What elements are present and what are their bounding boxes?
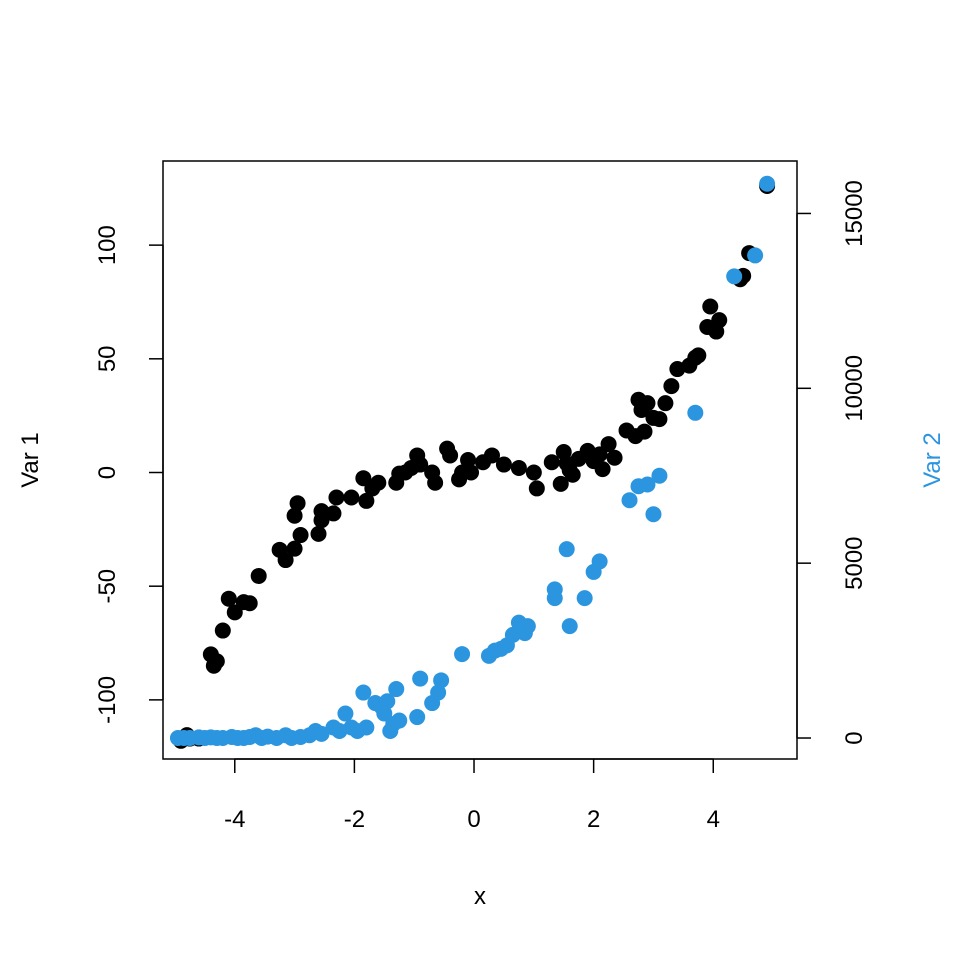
- var2-point: [645, 506, 662, 523]
- var1-point: [600, 436, 617, 453]
- var1-point: [651, 411, 668, 428]
- x-tick-label: -2: [344, 806, 365, 833]
- x-tick-label: 2: [587, 806, 600, 833]
- var1-point: [427, 474, 444, 491]
- var1-point: [639, 395, 656, 412]
- var1-point: [214, 622, 231, 639]
- var2-point: [546, 581, 563, 598]
- var2-point: [391, 712, 408, 729]
- var2-point: [519, 618, 536, 635]
- right-y-tick-label: 5000: [841, 536, 868, 589]
- left-y-tick-label: 100: [94, 225, 121, 265]
- var2-point: [388, 681, 405, 698]
- var1-point: [286, 507, 303, 524]
- x-axis: -4 -2 0 2 4: [224, 758, 720, 833]
- var2-point: [687, 404, 704, 421]
- var1-point: [241, 595, 258, 612]
- left-y-axis: -100 -50 0 50 100: [94, 225, 164, 724]
- var2-point: [379, 693, 396, 710]
- var2-point: [337, 705, 354, 722]
- var1-point: [358, 492, 375, 509]
- var2-point: [621, 492, 638, 509]
- var2-point: [651, 467, 668, 484]
- var2-point: [454, 646, 471, 663]
- var2-point: [376, 705, 393, 722]
- left-y-axis-label: Var 1: [17, 432, 44, 488]
- var1-point: [220, 590, 237, 607]
- var1-point: [313, 503, 330, 520]
- var1-point: [690, 347, 707, 364]
- var1-point: [483, 447, 500, 464]
- var1-point: [528, 480, 545, 497]
- var1-point: [289, 495, 306, 512]
- var2-point: [639, 476, 656, 493]
- var1-point: [495, 456, 512, 473]
- var1-point: [552, 475, 569, 492]
- var2-point: [591, 553, 608, 570]
- var1-point: [663, 378, 680, 395]
- x-axis-label: x: [474, 883, 486, 910]
- var1-point: [292, 527, 309, 544]
- x-tick-label: 0: [467, 806, 480, 833]
- var1-point: [543, 454, 560, 471]
- right-y-tick-label: 15000: [841, 180, 868, 247]
- var2-point: [313, 725, 330, 742]
- var2-point: [430, 684, 447, 701]
- var1-point: [636, 423, 653, 440]
- var1-point: [594, 461, 611, 478]
- var1-point: [412, 456, 429, 473]
- var1-point: [525, 464, 542, 481]
- var1-point: [442, 447, 459, 464]
- var1-point: [310, 525, 327, 542]
- var2-point: [409, 709, 426, 726]
- var1-point: [657, 395, 674, 412]
- x-tick-label: -4: [224, 806, 245, 833]
- var2-point: [747, 247, 764, 264]
- var2-point: [759, 175, 776, 192]
- var1-point: [250, 567, 267, 584]
- var1-point: [328, 489, 345, 506]
- data-points: [169, 175, 776, 749]
- var1-point: [460, 452, 477, 468]
- right-y-axis: 0 5000 10000 15000: [796, 180, 868, 745]
- var2-point: [358, 719, 375, 736]
- var2-point: [355, 684, 372, 701]
- right-y-tick-label: 10000: [841, 355, 868, 422]
- var1-point: [208, 653, 225, 670]
- var1-point: [277, 552, 294, 569]
- var1-point: [370, 474, 387, 491]
- left-y-tick-label: -50: [94, 569, 121, 604]
- var2-point: [561, 618, 578, 635]
- left-y-tick-label: 0: [94, 466, 121, 479]
- var2-point: [576, 590, 593, 607]
- left-y-tick-label: -100: [94, 676, 121, 724]
- var1-point: [343, 489, 360, 506]
- x-tick-label: 4: [707, 806, 720, 833]
- right-y-axis-label: Var 2: [919, 432, 946, 488]
- right-y-tick-label: 0: [841, 731, 868, 744]
- var2-point: [726, 268, 743, 285]
- left-y-tick-label: 50: [94, 345, 121, 372]
- var1-point: [711, 312, 728, 329]
- var1-point: [463, 464, 480, 481]
- var2-point: [412, 670, 429, 687]
- var1-point: [510, 459, 527, 476]
- var2-point: [433, 672, 450, 689]
- var1-point: [564, 466, 581, 483]
- var1-point: [325, 505, 342, 522]
- var1-point: [606, 449, 623, 466]
- var1-point: [702, 298, 719, 315]
- var1-point: [286, 540, 303, 557]
- var2-point: [558, 541, 575, 558]
